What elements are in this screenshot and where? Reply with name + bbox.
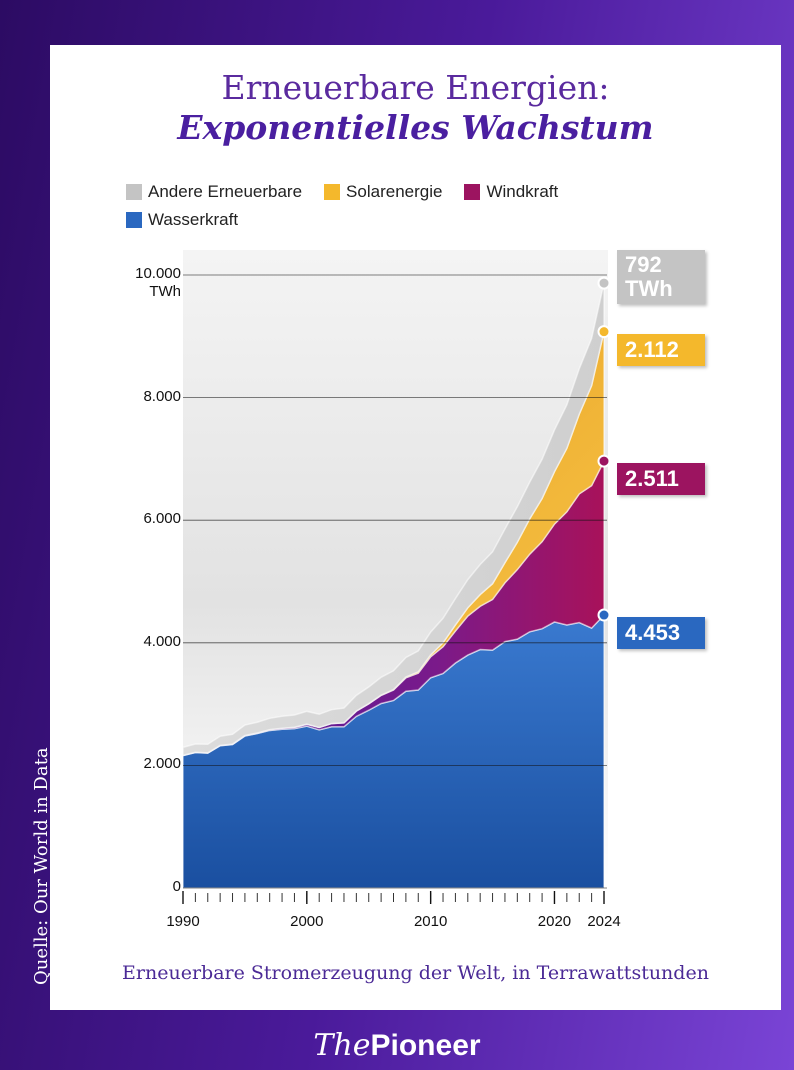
value-label: 2.511 <box>617 463 705 496</box>
legend-item: Andere Erneuerbare <box>126 182 302 202</box>
source: Quelle: Our World in Data <box>31 747 52 985</box>
legend-swatch <box>126 212 142 228</box>
x-tick-label: 2020 <box>537 913 572 930</box>
legend-label: Wasserkraft <box>148 210 239 229</box>
legend-swatch <box>324 184 341 200</box>
caption: Erneuerbare Stromerzeugung der Welt, in … <box>122 962 709 984</box>
brand-prefix: The <box>313 1028 371 1063</box>
end-dot <box>597 608 611 622</box>
x-tick-label: 2024 <box>587 913 621 930</box>
value-label: 792 TWh <box>617 250 705 305</box>
value-label: 2.112 <box>617 333 705 366</box>
legend: Andere Erneuerbare Solarenergie Windkraft W… <box>126 182 666 230</box>
chart-title: Erneuerbare Energien: <box>221 68 610 107</box>
brand: ThePioneer <box>0 1028 794 1063</box>
legend-item: Windkraft <box>464 182 558 202</box>
x-tick-label: 1990 <box>166 913 200 930</box>
y-tick-label: 6.000 <box>143 510 181 528</box>
legend-swatch <box>126 184 142 200</box>
legend-label: Andere Erneuerbare <box>148 182 303 201</box>
legend-item: Wasserkraft <box>126 210 238 230</box>
brand-name: Pioneer <box>370 1029 481 1062</box>
legend-label: Solarenergie <box>346 182 443 201</box>
y-tick-label: 10.000 TWh <box>135 265 181 300</box>
legend-item: Solarenergie <box>324 182 442 202</box>
value-label: 4.453 <box>617 617 705 650</box>
end-dot <box>597 276 611 290</box>
legend-label: Windkraft <box>486 182 559 201</box>
y-tick-label: 2.000 <box>143 755 181 773</box>
chart-subtitle: Exponentielles Wachstum <box>177 108 654 147</box>
legend-swatch <box>464 184 481 200</box>
y-tick-label: 0 <box>172 878 181 895</box>
y-tick-label: 8.000 <box>143 387 181 405</box>
y-tick-label: 4.000 <box>143 632 181 650</box>
end-dot <box>597 325 611 339</box>
end-dot <box>597 454 611 468</box>
x-tick-label: 2000 <box>290 913 324 930</box>
x-tick-label: 2010 <box>413 913 448 930</box>
